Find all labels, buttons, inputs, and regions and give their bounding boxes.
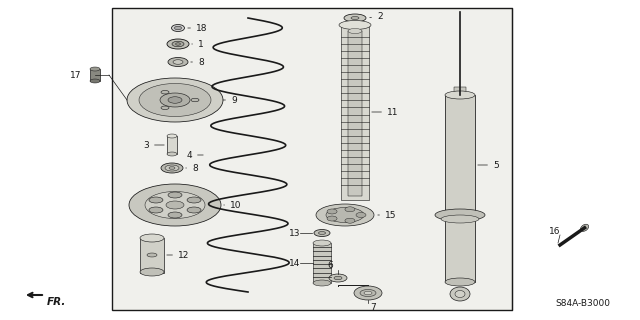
Ellipse shape: [351, 17, 359, 20]
Ellipse shape: [168, 192, 182, 198]
Text: 8: 8: [186, 164, 198, 172]
Ellipse shape: [168, 212, 182, 218]
Bar: [313, 243, 331, 283]
Text: 3: 3: [143, 140, 164, 149]
Ellipse shape: [580, 224, 589, 231]
Text: 12: 12: [167, 251, 189, 260]
Ellipse shape: [160, 93, 190, 107]
Text: 16: 16: [549, 227, 561, 236]
Ellipse shape: [314, 229, 330, 236]
Ellipse shape: [319, 231, 326, 235]
Text: 17: 17: [70, 70, 81, 79]
Ellipse shape: [169, 167, 175, 169]
Ellipse shape: [445, 278, 475, 286]
Bar: [90, 69, 100, 81]
Ellipse shape: [344, 14, 366, 22]
Text: FR.: FR.: [47, 297, 67, 307]
Text: 15: 15: [378, 211, 397, 220]
Text: 8: 8: [191, 58, 204, 67]
Ellipse shape: [327, 216, 337, 221]
Ellipse shape: [165, 165, 179, 171]
Text: 4: 4: [186, 150, 204, 159]
Ellipse shape: [345, 207, 355, 212]
Text: 10: 10: [224, 201, 241, 210]
Text: 14: 14: [289, 259, 300, 268]
Ellipse shape: [168, 58, 188, 67]
Bar: [341, 25, 369, 200]
Ellipse shape: [175, 43, 180, 45]
Ellipse shape: [326, 207, 364, 222]
Text: 13: 13: [289, 228, 300, 237]
Ellipse shape: [90, 67, 100, 71]
Bar: [140, 238, 164, 273]
Ellipse shape: [364, 291, 372, 295]
Bar: [454, 87, 466, 97]
Ellipse shape: [172, 25, 184, 31]
Ellipse shape: [187, 207, 201, 213]
Ellipse shape: [191, 98, 199, 102]
Ellipse shape: [356, 212, 366, 218]
Ellipse shape: [161, 106, 169, 109]
Text: 1: 1: [192, 39, 204, 49]
Bar: [112, 8, 512, 310]
Ellipse shape: [147, 253, 157, 257]
Ellipse shape: [149, 197, 163, 203]
Ellipse shape: [329, 274, 347, 282]
Text: 7: 7: [370, 302, 376, 311]
Text: 9: 9: [223, 95, 237, 105]
Ellipse shape: [445, 91, 475, 99]
Ellipse shape: [168, 97, 182, 103]
Ellipse shape: [316, 204, 374, 226]
Text: 11: 11: [372, 108, 399, 116]
Ellipse shape: [167, 152, 177, 156]
Ellipse shape: [149, 207, 163, 213]
Ellipse shape: [167, 134, 177, 138]
Ellipse shape: [167, 39, 189, 49]
Ellipse shape: [140, 268, 164, 276]
Ellipse shape: [345, 218, 355, 223]
Ellipse shape: [140, 234, 164, 242]
Ellipse shape: [145, 191, 205, 219]
Ellipse shape: [187, 197, 201, 203]
Ellipse shape: [334, 276, 342, 280]
Ellipse shape: [354, 286, 382, 300]
Bar: [445, 95, 475, 282]
Ellipse shape: [173, 60, 183, 64]
Ellipse shape: [161, 163, 183, 173]
Ellipse shape: [313, 280, 331, 286]
Text: 2: 2: [370, 12, 383, 20]
Text: 5: 5: [478, 161, 499, 170]
Bar: [167, 136, 177, 154]
Bar: [348, 31, 362, 196]
Ellipse shape: [327, 209, 337, 214]
Ellipse shape: [435, 209, 485, 221]
Ellipse shape: [339, 20, 371, 29]
Ellipse shape: [313, 240, 331, 246]
Ellipse shape: [348, 28, 362, 34]
Ellipse shape: [360, 290, 376, 297]
Ellipse shape: [90, 79, 100, 83]
Ellipse shape: [166, 201, 184, 209]
Ellipse shape: [127, 78, 223, 122]
Ellipse shape: [175, 26, 182, 30]
Ellipse shape: [161, 91, 169, 94]
Ellipse shape: [129, 184, 221, 226]
Ellipse shape: [172, 41, 184, 47]
Ellipse shape: [139, 84, 211, 116]
Ellipse shape: [441, 215, 479, 223]
Text: 18: 18: [188, 23, 207, 33]
Ellipse shape: [450, 287, 470, 301]
Text: S84A-B3000: S84A-B3000: [555, 299, 610, 308]
Ellipse shape: [455, 291, 465, 298]
Text: 6: 6: [327, 261, 333, 270]
